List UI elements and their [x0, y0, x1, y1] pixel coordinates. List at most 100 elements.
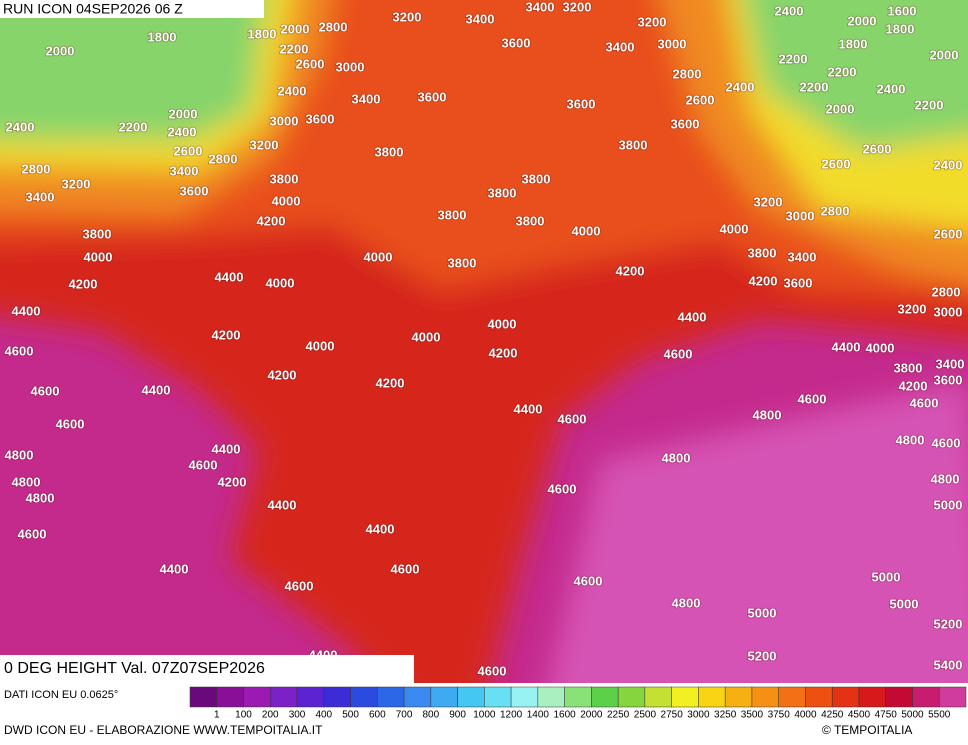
legend-swatch — [510, 686, 539, 708]
contour-label: 3600 — [502, 35, 531, 50]
legend-swatch — [885, 686, 913, 708]
legend-label: 4250 — [821, 710, 844, 721]
legend-label: 1600 — [553, 710, 576, 721]
contour-label: 4800 — [672, 595, 701, 610]
contour-label: 4200 — [69, 276, 98, 291]
contour-label: 3800 — [488, 185, 517, 200]
contour-label: 5400 — [934, 657, 963, 672]
legend-label: 2000 — [580, 710, 603, 721]
contour-label: 4400 — [160, 561, 189, 576]
legend-label: 2500 — [634, 710, 657, 721]
legend-label: 4000 — [794, 710, 817, 721]
contour-label: 4200 — [212, 327, 241, 342]
contour-label: 5000 — [872, 569, 901, 584]
legend-label: 1200 — [500, 710, 523, 721]
contour-label: 3200 — [250, 137, 279, 152]
header-box — [0, 0, 264, 18]
contour-label: 4800 — [662, 450, 691, 465]
contour-label: 3400 — [170, 163, 199, 178]
contour-label: 2200 — [119, 119, 148, 134]
contour-label: 5200 — [748, 648, 777, 663]
contour-label: 4200 — [257, 213, 286, 228]
legend-swatch — [938, 686, 967, 708]
contour-label: 2800 — [22, 161, 51, 176]
legend-label: 3750 — [768, 710, 791, 721]
contour-label: 1800 — [148, 29, 177, 44]
legend-label: 5500 — [928, 710, 951, 721]
contour-label: 2600 — [174, 143, 203, 158]
contour-label: 4000 — [306, 338, 335, 353]
contour-label: 3400 — [526, 0, 555, 14]
contour-label: 3000 — [786, 208, 815, 223]
contour-label: 3400 — [606, 39, 635, 54]
copyright: © TEMPOITALIA — [822, 723, 912, 737]
legend-label: 1400 — [527, 710, 550, 721]
contour-labels: 3200 3400 3400 3200 3200 2000 2800 1800 1800 2000… — [4, 0, 965, 679]
legend-swatch — [617, 686, 646, 708]
contour-label: 3600 — [934, 372, 963, 387]
contour-label: 3800 — [748, 245, 777, 260]
credit: DWD ICON EU - ELABORAZIONE WWW.TEMPOITAL… — [4, 723, 323, 737]
contour-label: 4200 — [268, 367, 297, 382]
contour-label: 4200 — [616, 263, 645, 278]
legend-swatch — [698, 686, 726, 708]
legend-label: 3250 — [714, 710, 737, 721]
legend-swatch — [644, 686, 672, 708]
contour-label: 3400 — [352, 91, 381, 106]
contour-label: 3800 — [516, 213, 545, 228]
contour-label: 4000 — [488, 316, 517, 331]
contour-label: 2600 — [934, 226, 963, 241]
contour-label: 3400 — [936, 356, 965, 371]
contour-label: 4400 — [366, 521, 395, 536]
contour-label: 2800 — [932, 284, 961, 299]
contour-label: 4000 — [866, 340, 895, 355]
legend-swatch — [270, 686, 298, 708]
contour-label: 4400 — [12, 303, 41, 318]
contour-label: 3600 — [671, 116, 700, 131]
contour-label: 3800 — [375, 144, 404, 159]
contour-label: 5200 — [934, 616, 963, 631]
contour-label: 3800 — [438, 207, 467, 222]
contour-label: 1800 — [248, 26, 277, 41]
contour-label: 2400 — [6, 119, 35, 134]
contour-label: 4000 — [572, 223, 601, 238]
contour-label: 3600 — [306, 111, 335, 126]
contour-label: 4000 — [720, 221, 749, 236]
legend-label: 400 — [315, 710, 332, 721]
contour-label: 4600 — [18, 526, 47, 541]
contour-label: 2000 — [930, 47, 959, 62]
legend-swatch — [858, 686, 886, 708]
contour-label: 4800 — [26, 490, 55, 505]
legend-swatch — [912, 686, 940, 708]
legend-label: 200 — [262, 710, 279, 721]
contour-label: 3600 — [180, 183, 209, 198]
contour-label: 2400 — [168, 124, 197, 139]
legend-label: 5000 — [901, 710, 924, 721]
contour-label: 4000 — [84, 249, 113, 264]
contour-label: 4000 — [266, 275, 295, 290]
contour-label: 4400 — [514, 401, 543, 416]
contour-label: 4800 — [12, 474, 41, 489]
legend-label: 1 — [214, 710, 220, 721]
contour-label: 4600 — [664, 346, 693, 361]
contour-label: 3200 — [393, 9, 422, 24]
run-label: RUN ICON 04SEP2026 06 Z — [3, 1, 183, 17]
contour-label: 4400 — [832, 339, 861, 354]
contour-label: 2000 — [848, 13, 877, 28]
contour-label: 2000 — [281, 21, 310, 36]
contour-label: 3200 — [62, 176, 91, 191]
contour-label: 4600 — [56, 416, 85, 431]
contour-label: 3000 — [934, 304, 963, 319]
legend-swatch — [403, 686, 432, 708]
contour-label: 3800 — [894, 360, 923, 375]
contour-label: 5000 — [934, 497, 963, 512]
contour-label: 3200 — [754, 194, 783, 209]
contour-label: 4400 — [678, 309, 707, 324]
legend-swatch — [430, 686, 458, 708]
contour-label: 4600 — [932, 435, 961, 450]
legend-label: 800 — [422, 710, 439, 721]
contour-label: 4600 — [910, 395, 939, 410]
legend-swatch — [831, 686, 860, 708]
